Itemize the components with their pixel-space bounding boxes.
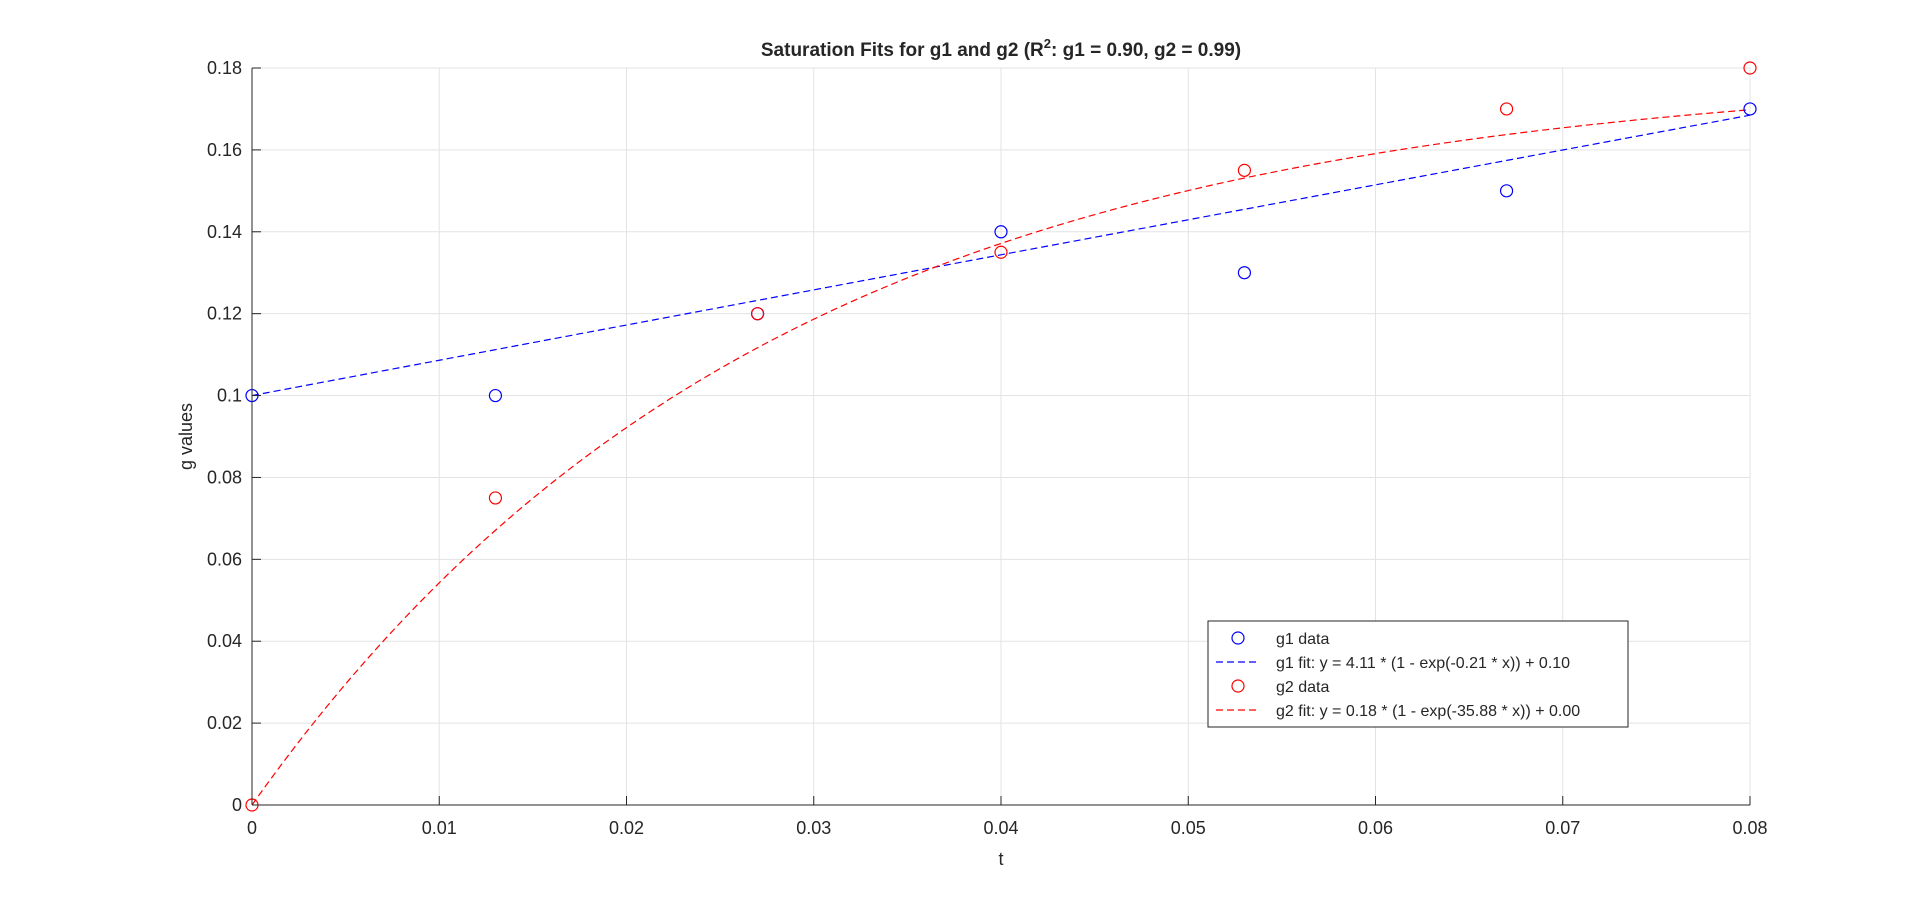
fit-curve <box>251 114 1751 397</box>
legend-entry-label: g2 data <box>1276 679 1329 696</box>
y-tick-label: 0.02 <box>207 713 242 733</box>
legend-entry-label: g2 fit: y = 0.18 * (1 - exp(-35.88 * x))… <box>1276 703 1580 720</box>
legend-swatch-marker <box>1231 631 1245 645</box>
data-point-marker <box>1237 163 1252 177</box>
x-tick-label: 0.05 <box>1171 818 1206 838</box>
chart-title-superscript: 2 <box>1044 36 1051 51</box>
x-tick-label: 0.04 <box>983 818 1018 838</box>
legend-box <box>1207 620 1629 728</box>
legend-entry-label: g1 fit: y = 4.11 * (1 - exp(-0.21 * x)) … <box>1276 655 1570 672</box>
x-tick-label: 0.06 <box>1358 818 1393 838</box>
chart-title-prefix: Saturation Fits for g1 and g2 (R <box>761 40 1044 61</box>
data-point-marker <box>488 388 503 403</box>
y-tick-label: 0.14 <box>207 222 242 242</box>
fit-curves <box>251 109 1751 806</box>
x-axis-label: t <box>998 849 1003 869</box>
data-point-marker <box>1499 184 1514 198</box>
y-tick-label: 0.12 <box>207 304 242 324</box>
y-tick-label: 0.06 <box>207 549 242 569</box>
legend: g1 data g1 fit: y = 4.11 * (1 - exp(-0.21… <box>1207 620 1629 728</box>
x-tick-label: 0 <box>247 818 257 838</box>
fit-curve <box>251 109 1751 806</box>
data-point-marker <box>994 225 1008 239</box>
legend-entry-label: g1 data <box>1276 631 1329 648</box>
legend-swatch-marker <box>1231 679 1245 693</box>
data-point-marker <box>1743 61 1757 75</box>
data-point-marker <box>994 245 1008 259</box>
y-tick-label: 0.04 <box>207 631 242 651</box>
y-axis-label: g values <box>176 403 196 470</box>
chart-title: Saturation Fits for g1 and g2 (R2: g1 = … <box>761 36 1241 61</box>
y-tick-label: 0.18 <box>207 58 242 78</box>
data-point-marker <box>1499 102 1514 116</box>
axes <box>251 67 1751 806</box>
data-point-marker <box>488 491 503 505</box>
tick-labels: 0 0.01 0.02 0.03 0.04 0.05 0.06 0.07 0.08 0 0.02 0.… <box>207 58 1768 838</box>
data-point-marker <box>1237 266 1252 280</box>
y-tick-label: 0 <box>232 795 242 815</box>
y-tick-label: 0.1 <box>217 386 242 406</box>
x-tick-label: 0.07 <box>1545 818 1580 838</box>
chart-title-suffix: : g1 = 0.90, g2 = 0.99) <box>1051 40 1241 61</box>
data-point-marker <box>1743 102 1757 116</box>
x-tick-label: 0.01 <box>422 818 457 838</box>
y-tick-label: 0.16 <box>207 140 242 160</box>
x-tick-label: 0.08 <box>1732 818 1767 838</box>
x-tick-label: 0.03 <box>796 818 831 838</box>
y-tick-label: 0.08 <box>207 467 242 487</box>
data-point-marker <box>750 307 765 321</box>
data-points <box>245 61 1757 812</box>
x-tick-label: 0.02 <box>609 818 644 838</box>
